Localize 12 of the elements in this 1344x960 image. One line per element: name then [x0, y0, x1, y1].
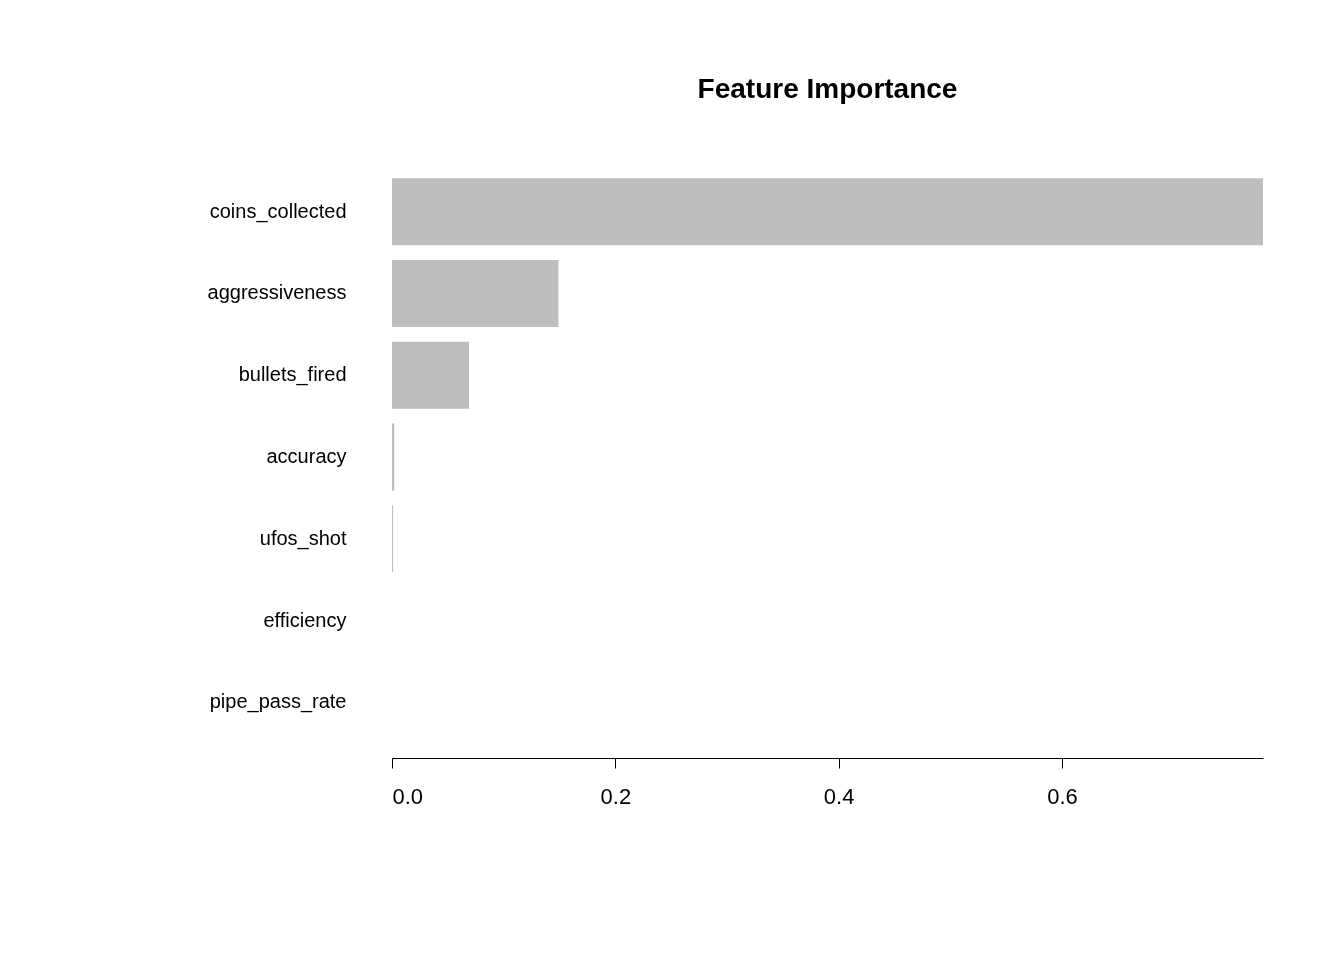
y-tick-label: accuracy	[266, 445, 347, 467]
y-tick-label: efficiency	[263, 608, 347, 631]
y-tick-label: coins_collected	[209, 199, 347, 223]
y-tick-label: aggressiveness	[207, 281, 347, 304]
chart-title: Feature Importance	[697, 73, 958, 104]
y-tick-label: ufos_shot	[259, 526, 347, 550]
x-tick-label: 0.4	[823, 783, 855, 809]
y-tick-label: bullets_fired	[238, 363, 347, 387]
x-tick-label: 0.2	[600, 783, 632, 809]
x-tick-label: 0.0	[392, 783, 424, 809]
x-tick-label: 0.6	[1047, 783, 1078, 809]
y-tick-label: pipe_pass_rate	[209, 690, 347, 714]
